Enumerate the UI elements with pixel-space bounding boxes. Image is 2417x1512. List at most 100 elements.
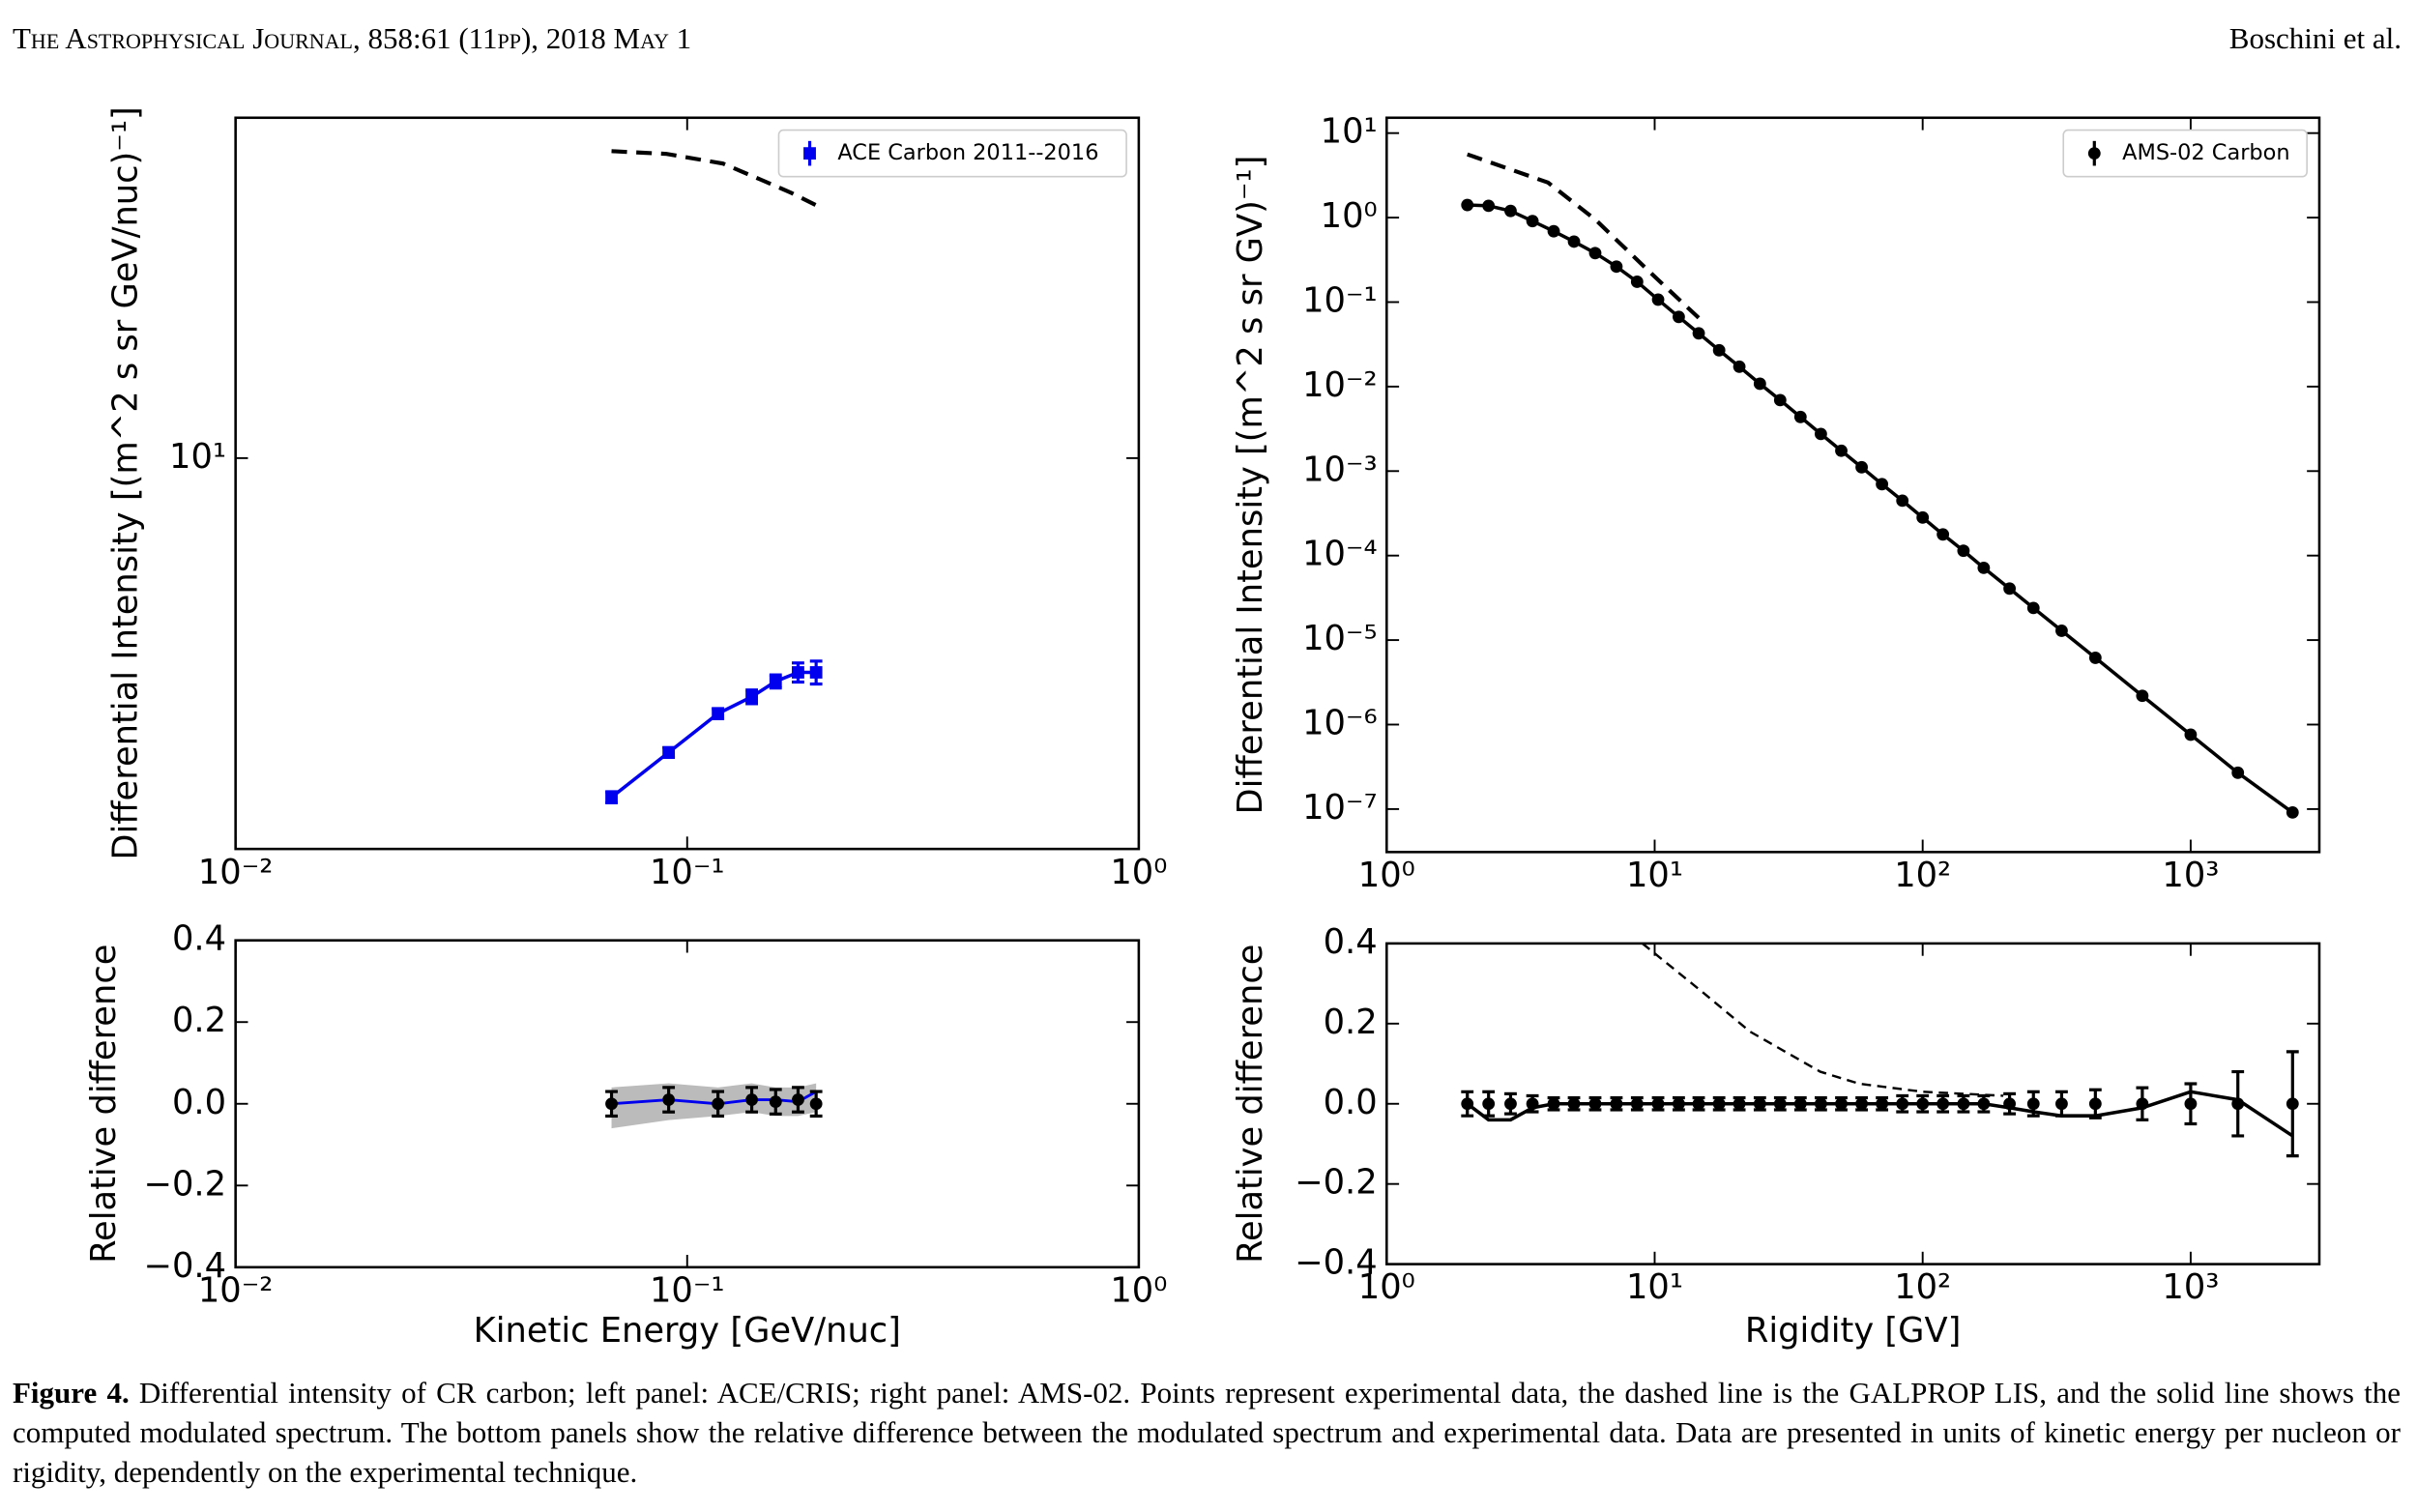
x-tick-label: 10¹ xyxy=(1626,1267,1683,1307)
plot-area xyxy=(605,149,823,805)
y-tick-label: 10⁻⁵ xyxy=(1302,619,1378,658)
data-point xyxy=(2026,601,2040,615)
author-header: Boschini et al. xyxy=(2228,21,2402,55)
y-tick-label: 10⁻³ xyxy=(1302,450,1378,489)
plot-area xyxy=(1461,152,2299,819)
data-point xyxy=(1753,377,1766,391)
data-point xyxy=(1773,393,1787,407)
legend-label: AMS-02 Carbon xyxy=(2122,140,2289,165)
axes-frame xyxy=(1385,116,2321,854)
y-tick-label: 0.2 xyxy=(1324,1003,1378,1042)
data-point xyxy=(745,690,758,704)
data-point xyxy=(809,666,823,679)
y-axis-label: Differential Intensity [(m^2 s sr GV)⁻¹] xyxy=(1231,156,1270,815)
data-point xyxy=(1673,310,1685,324)
data-point xyxy=(809,1097,823,1111)
data-point xyxy=(1835,444,1848,457)
x-tick-label: 10² xyxy=(1894,1267,1951,1307)
data-point xyxy=(1526,215,1539,228)
data-point xyxy=(1957,544,1970,558)
data-point xyxy=(1793,410,1807,423)
data-point xyxy=(2088,652,2102,664)
legend-label: ACE Carbon 2011--2016 xyxy=(837,140,1098,165)
plot-area xyxy=(605,1083,823,1129)
data-point xyxy=(712,707,725,720)
y-axis-label: Relative difference xyxy=(1231,945,1270,1264)
data-point xyxy=(1547,224,1560,238)
x-axis-label: Kinetic Energy [GeV/nuc] xyxy=(474,1311,901,1351)
data-point xyxy=(2026,1097,2040,1111)
x-tick-label: 10⁰ xyxy=(1110,853,1167,892)
data-point xyxy=(2184,728,2198,741)
series-line xyxy=(610,670,817,800)
journal-header: The Astrophysical Journal, 858:61 (11pp)… xyxy=(13,21,692,55)
data-point xyxy=(745,1093,758,1106)
data-point xyxy=(1610,260,1623,274)
legend-marker xyxy=(803,147,816,160)
data-point xyxy=(1712,343,1726,357)
plot-area xyxy=(1461,943,2299,1158)
data-point xyxy=(2055,1097,2068,1111)
x-tick-label: 10² xyxy=(1894,856,1951,895)
data-point xyxy=(2184,1097,2198,1111)
x-tick-label: 10⁻² xyxy=(198,1270,274,1310)
data-point xyxy=(1630,276,1644,288)
data-point xyxy=(1814,427,1827,441)
data-point xyxy=(769,675,782,688)
data-point xyxy=(1733,360,1746,373)
data-point xyxy=(2231,766,2245,779)
data-point xyxy=(1651,293,1665,306)
x-tick-label: 10⁰ xyxy=(1110,1270,1167,1310)
data-point xyxy=(2088,1097,2102,1111)
x-tick-label: 10⁻² xyxy=(198,853,274,892)
y-tick-label: −0.2 xyxy=(1295,1163,1378,1203)
y-tick-label: 0.4 xyxy=(172,919,226,959)
y-tick-label: 10⁻¹ xyxy=(1302,280,1378,320)
data-point xyxy=(1482,1097,1496,1111)
legend-box xyxy=(777,129,1127,178)
data-point xyxy=(1504,204,1517,218)
y-axis-label: Differential Intensity [(m^2 s sr GeV/nu… xyxy=(105,106,145,859)
x-axis-label: Rigidity [GV] xyxy=(1745,1311,1961,1351)
caption-label: Figure 4. xyxy=(13,1376,130,1410)
y-tick-label: 10⁻² xyxy=(1302,365,1378,405)
x-tick-label: 10⁰ xyxy=(1358,1267,1415,1307)
y-tick-label: 10⁻⁴ xyxy=(1302,535,1378,574)
data-point xyxy=(1977,561,1991,574)
data-point xyxy=(2286,805,2299,819)
x-tick-label: 10⁰ xyxy=(1358,856,1415,895)
x-tick-label: 10³ xyxy=(2162,856,2219,895)
data-point xyxy=(1588,247,1602,260)
y-tick-label: 10¹ xyxy=(169,437,226,477)
data-point xyxy=(1937,528,1950,541)
data-point xyxy=(712,1097,725,1111)
y-axis-label: Relative difference xyxy=(84,945,124,1264)
y-tick-label: 0.2 xyxy=(172,1001,226,1040)
data-point xyxy=(605,1097,618,1111)
data-point xyxy=(1692,327,1705,340)
y-tick-label: 0.0 xyxy=(172,1083,226,1122)
x-tick-label: 10⁻¹ xyxy=(650,853,725,892)
y-tick-label: 10⁻⁷ xyxy=(1302,788,1378,828)
caption: Figure 4. Differential intensity of CR c… xyxy=(13,1373,2401,1492)
data-point xyxy=(662,1093,676,1106)
data-point xyxy=(2055,625,2068,637)
y-tick-label: 10¹ xyxy=(1321,112,1378,152)
y-tick-label: 0.0 xyxy=(1324,1083,1378,1122)
data-point xyxy=(1916,510,1930,524)
y-tick-label: −0.4 xyxy=(1295,1243,1378,1283)
x-tick-label: 10¹ xyxy=(1626,856,1683,895)
data-point xyxy=(1876,478,1889,491)
data-point xyxy=(2003,582,2016,596)
data-point xyxy=(792,1093,804,1106)
y-tick-label: 10⁻⁶ xyxy=(1302,703,1378,742)
series-line xyxy=(1466,1090,2294,1138)
data-point xyxy=(1461,198,1474,212)
data-point xyxy=(1896,494,1909,508)
data-point xyxy=(2286,1097,2299,1111)
data-point xyxy=(769,1095,782,1109)
caption-text: Differential intensity of CR carbon; lef… xyxy=(13,1376,2401,1489)
data-point xyxy=(1504,1097,1517,1111)
y-tick-label: −0.4 xyxy=(143,1246,226,1286)
